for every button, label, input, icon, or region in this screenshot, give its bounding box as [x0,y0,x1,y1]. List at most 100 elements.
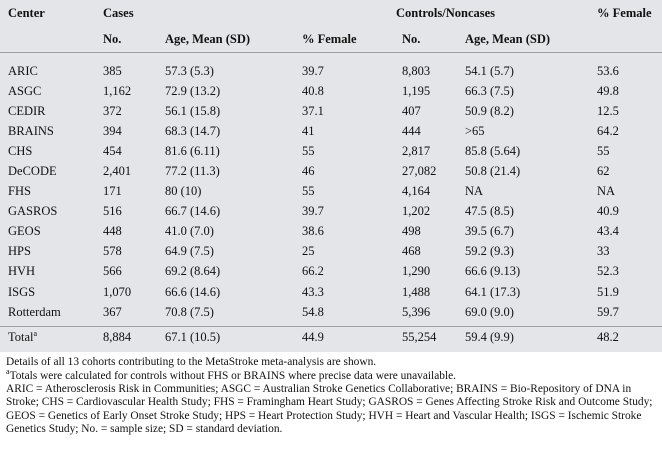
notes-footnote: aTotals were calculated for controls wit… [6,366,656,383]
cell-cases-age: 80 (10) [165,184,202,199]
cell-cases-no: 2,401 [103,164,132,179]
cell-center: ASGC [8,83,42,98]
cell-cases-age: 67.1 (10.5) [165,330,221,345]
cell-cases-age: 66.6 (14.6) [165,284,221,299]
table-row: GEOS 448 41.0 (7.0) 38.6 498 39.5 (6.7) 43.4 [0,222,662,242]
header-blank [0,26,95,53]
cell-controls-age: 50.9 (8.2) [465,103,514,118]
table-row: BRAINS 394 68.3 (14.7) 41 444 >65 64.2 [0,121,662,141]
cell-center: GASROS [8,204,58,219]
footnote-marker: a [6,366,10,376]
cell-controls-female: 53.6 [597,63,619,78]
cell-cases-no: 385 [103,63,122,78]
cell-controls-age: 47.5 (8.5) [465,204,514,219]
header-pct-female: % Female [302,31,357,46]
total-row: Totala 8,884 67.1 (10.5) 44.9 55,254 59.4 (9.… [0,326,662,349]
cell-cases-age: 68.3 (14.7) [165,123,221,138]
cell-center: CHS [8,143,33,158]
cell-cases-no: 8,884 [103,330,132,345]
table-notes: Details of all 13 cohorts contributing t… [0,352,662,436]
cell-cases-female: 66.2 [302,264,324,279]
cell-controls-no: 1,202 [402,204,431,219]
cell-center: BRAINS [8,123,54,138]
cell-controls-female: 55 [597,143,610,158]
header-age-mean-2: Age, Mean (SD) [465,31,551,46]
notes-details: Details of all 13 cohorts contributing t… [6,356,377,369]
cell-cases-female: 37.1 [302,103,324,118]
cell-cases-no: 1,162 [103,83,132,98]
cell-cases-female: 43.3 [302,284,324,299]
cell-controls-age: 66.6 (9.13) [465,264,521,279]
table-row: CEDIR 372 56.1 (15.8) 37.1 407 50.9 (8.2) 12.5 [0,101,662,121]
cell-controls-no: 407 [402,103,421,118]
cell-cases-female: 25 [302,244,315,259]
cell-cases-age: 41.0 (7.0) [165,224,214,239]
cell-cases-female: 38.6 [302,224,324,239]
cell-controls-female: 49.8 [597,83,619,98]
cell-center: HVH [8,264,36,279]
cell-controls-female: 64.2 [597,123,619,138]
cell-cases-female: 40.8 [302,83,324,98]
table-row: DeCODE 2,401 77.2 (11.3) 46 27,082 50.8 (21.4… [0,161,662,181]
header-controls: Controls/Noncases [395,5,496,20]
cell-total-label: Totala [0,327,95,349]
table-row: ASGC 1,162 72.9 (13.2) 40.8 1,195 66.3 (7.5) 4… [0,81,662,101]
total-label: Total [8,330,34,345]
cell-cases-female: 54.8 [302,304,324,319]
cell-controls-age: 39.5 (6.7) [465,224,514,239]
cell-controls-age: 64.1 (17.3) [465,284,521,299]
cell-cases-age: 70.8 (7.5) [165,304,214,319]
cell-controls-female: 12.5 [597,103,619,118]
cell-controls-age: 85.8 (5.64) [465,143,521,158]
cell-controls-no: 1,195 [402,83,431,98]
header-no: No. [103,31,122,46]
cell-controls-no: 498 [402,224,421,239]
cell-controls-age: >65 [465,123,485,138]
cell-controls-no: 27,082 [402,164,437,179]
cell-controls-female: 59.7 [597,304,619,319]
cohort-table: Center Cases Controls/Noncases % Female … [0,0,662,349]
cell-cases-no: 372 [103,103,122,118]
cell-controls-female: 62 [597,164,610,179]
header-no-2: No. [402,31,421,46]
cell-cases-age: 72.9 (13.2) [165,83,221,98]
cell-controls-age: NA [465,184,484,199]
cell-cases-no: 1,070 [103,284,132,299]
footnote-text: Totals were calculated for controls with… [9,369,457,382]
cell-controls-age: 69.0 (9.0) [465,304,514,319]
total-footnote-marker: a [33,329,38,339]
table-row: HVH 566 69.2 (8.64) 66.2 1,290 66.6 (9.13) 52.… [0,262,662,282]
cell-center: CEDIR [8,103,46,118]
cell-controls-female: 43.4 [597,224,619,239]
header-age-mean: Age, Mean (SD) [165,31,251,46]
cell-controls-female: 51.9 [597,284,619,299]
header-row-1: Center Cases Controls/Noncases % Female [0,0,662,26]
cell-cases-age: 81.6 (6.11) [165,143,220,158]
cell-cases-age: 69.2 (8.64) [165,264,221,279]
cell-controls-no: 4,164 [402,184,431,199]
cell-cases-female: 44.9 [302,330,324,345]
cell-center: ISGS [8,284,36,299]
cell-cases-female: 41 [302,123,315,138]
table-row: FHS 171 80 (10) 55 4,164 NA NA [0,182,662,202]
cell-controls-female: NA [597,184,616,199]
cell-controls-female: 33 [597,244,610,259]
cell-controls-female: 52.3 [597,264,619,279]
cell-center: FHS [8,184,31,199]
cell-cases-age: 64.9 (7.5) [165,244,214,259]
cohort-table-panel: Center Cases Controls/Noncases % Female … [0,0,662,353]
cell-controls-no: 2,817 [402,143,431,158]
cell-cases-female: 46 [302,164,315,179]
table-row: HPS 578 64.9 (7.5) 25 468 59.2 (9.3) 33 [0,242,662,262]
cell-controls-no: 468 [402,244,421,259]
notes-abbreviations: ARIC = Atherosclerosis Risk in Communiti… [6,383,653,436]
cell-controls-age: 66.3 (7.5) [465,83,514,98]
header-female-right: % Female [597,5,652,20]
cell-cases-age: 56.1 (15.8) [165,103,221,118]
cell-controls-age: 50.8 (21.4) [465,164,521,179]
cell-cases-no: 454 [103,143,122,158]
cell-cases-age: 66.7 (14.6) [165,204,221,219]
cell-controls-female: 40.9 [597,204,619,219]
table-row: Rotterdam 367 70.8 (7.5) 54.8 5,396 69.0 (9.0… [0,302,662,322]
cell-controls-age: 59.4 (9.9) [465,330,514,345]
